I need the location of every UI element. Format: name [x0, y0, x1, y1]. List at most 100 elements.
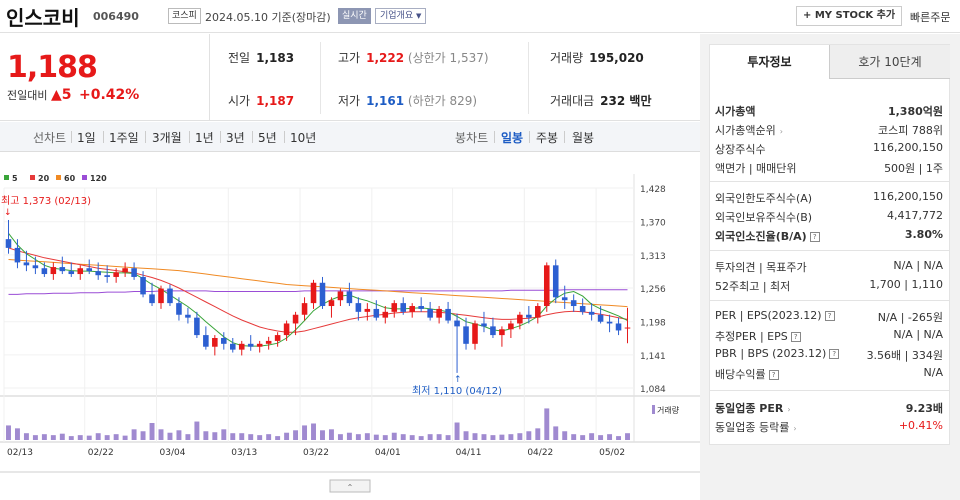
- volume-bar: [311, 423, 316, 440]
- x-tick-label: 02/22: [88, 448, 114, 458]
- tab-1week[interactable]: 1주일: [109, 131, 139, 145]
- info-label: 외국인소진율(B/A): [715, 230, 807, 243]
- candle-body: [624, 327, 631, 329]
- info-arrow-icon[interactable]: ›: [793, 424, 797, 433]
- tab-invest-info[interactable]: 투자정보: [710, 45, 830, 79]
- candle-body: [158, 288, 164, 304]
- info-value: N/A | N/A: [893, 328, 943, 341]
- info-arrow-icon[interactable]: ›: [779, 127, 783, 136]
- info-value: 500원 | 1주: [884, 162, 943, 175]
- candle-body: [319, 282, 326, 307]
- realtime-button[interactable]: 실시간: [338, 8, 371, 24]
- candle-body: [463, 326, 469, 344]
- info-row: 시가총액순위 › 코스피 788위: [715, 120, 943, 139]
- info-label: 상장주식수: [715, 143, 766, 156]
- volume-bar: [535, 428, 541, 440]
- volume-bar: [607, 434, 613, 440]
- info-value: 코스피 788위: [878, 124, 943, 137]
- quick-order-link[interactable]: 빠른주문: [910, 11, 951, 24]
- x-tick-label: 04/22: [527, 448, 553, 458]
- volume-bar: [598, 435, 604, 440]
- volume-bar: [400, 434, 406, 440]
- help-icon[interactable]: ?: [829, 349, 840, 359]
- candle-body: [274, 335, 281, 341]
- volume-bar: [257, 435, 263, 440]
- tab-1day[interactable]: 1일: [77, 131, 96, 145]
- y-tick-label: 1,141: [640, 352, 666, 362]
- candle-body: [526, 314, 532, 318]
- volume-bar: [68, 436, 74, 440]
- volume-bar: [589, 433, 595, 440]
- volume-bar: [508, 434, 514, 440]
- info-label: PBR | BPS (2023.12): [715, 347, 827, 360]
- tab-monthly[interactable]: 월봉: [572, 131, 595, 145]
- y-tick-label: 1,428: [640, 185, 666, 195]
- legend-label: 60: [64, 174, 76, 183]
- day-open: 시가 1,187: [228, 94, 295, 108]
- help-icon[interactable]: ?: [790, 332, 801, 342]
- info-row: 투자의견 | 목표주가 N/A | N/A: [715, 257, 943, 276]
- candle-body: [185, 314, 191, 318]
- tab-5year[interactable]: 5년: [258, 131, 277, 145]
- x-tick-label: 05/02: [599, 448, 625, 458]
- candle-body: [265, 340, 272, 344]
- add-mystock-button[interactable]: + MY STOCK 추가: [796, 6, 903, 26]
- day-low: 저가 1,161 (하한가 829): [338, 94, 478, 108]
- x-tick-label: 03/04: [160, 448, 186, 458]
- chart-scroll-handle[interactable]: [329, 479, 371, 493]
- legend-swatch: [30, 175, 35, 180]
- volume-bar: [239, 433, 245, 440]
- info-label: PER | EPS(2023.12): [715, 309, 822, 322]
- candle-body: [104, 275, 110, 277]
- tab-3year[interactable]: 3년: [226, 131, 245, 145]
- info-value: 3.80%: [904, 228, 943, 241]
- candle-body: [490, 326, 496, 336]
- candle-body: [292, 314, 299, 324]
- line-chart-label: 선차트: [33, 131, 67, 145]
- y-tick-label: 1,084: [640, 385, 666, 395]
- volume-bar: [454, 422, 460, 440]
- volume-bar: [391, 432, 397, 440]
- legend-swatch: [82, 175, 87, 180]
- help-icon[interactable]: ?: [824, 311, 835, 321]
- candle-body: [346, 291, 353, 304]
- volume-bar: [266, 434, 272, 440]
- help-icon[interactable]: ?: [768, 370, 779, 380]
- candle-body: [606, 321, 613, 324]
- candle-body: [517, 314, 523, 324]
- tab-hoga-10[interactable]: 호가 10단계: [830, 45, 950, 79]
- tab-10year[interactable]: 10년: [290, 131, 317, 145]
- volume-bar: [337, 434, 343, 440]
- candle-body: [508, 323, 514, 330]
- moving-average-line: [8, 247, 628, 333]
- chevron-down-icon: ▼: [416, 12, 422, 20]
- candle-body: [50, 267, 57, 275]
- info-row: 외국인보유주식수(B) 4,417,772: [715, 207, 943, 226]
- candle-body: [597, 314, 604, 322]
- moving-average-line: [8, 259, 628, 308]
- volume-bar: [382, 435, 388, 440]
- tab-weekly[interactable]: 주봉: [536, 131, 559, 145]
- candle-body: [310, 282, 317, 304]
- tab-daily[interactable]: 일봉: [501, 131, 524, 145]
- moving-average-line: [8, 289, 628, 295]
- info-value: 9.23배: [905, 402, 943, 415]
- candle-body: [588, 311, 595, 315]
- candle-body: [229, 343, 236, 350]
- info-arrow-icon[interactable]: ›: [787, 405, 791, 414]
- info-label: 52주최고 | 최저: [715, 280, 791, 293]
- market-badge: 코스피: [168, 8, 201, 24]
- company-name[interactable]: 인스코비: [6, 6, 80, 30]
- section-divider: [710, 181, 949, 182]
- legend-label: 120: [90, 174, 107, 183]
- tab-3month[interactable]: 3개월: [152, 131, 182, 145]
- volume-bar: [59, 433, 65, 440]
- current-price: 1,188: [7, 50, 98, 85]
- tab-1year[interactable]: 1년: [195, 131, 214, 145]
- company-overview-dropdown[interactable]: 기업개요 ▼: [375, 8, 427, 24]
- y-tick-label: 1,256: [640, 285, 666, 295]
- help-icon[interactable]: ?: [809, 232, 820, 242]
- volume-bar: [176, 430, 182, 440]
- volume-bar: [302, 425, 308, 440]
- volume-bar: [185, 434, 191, 440]
